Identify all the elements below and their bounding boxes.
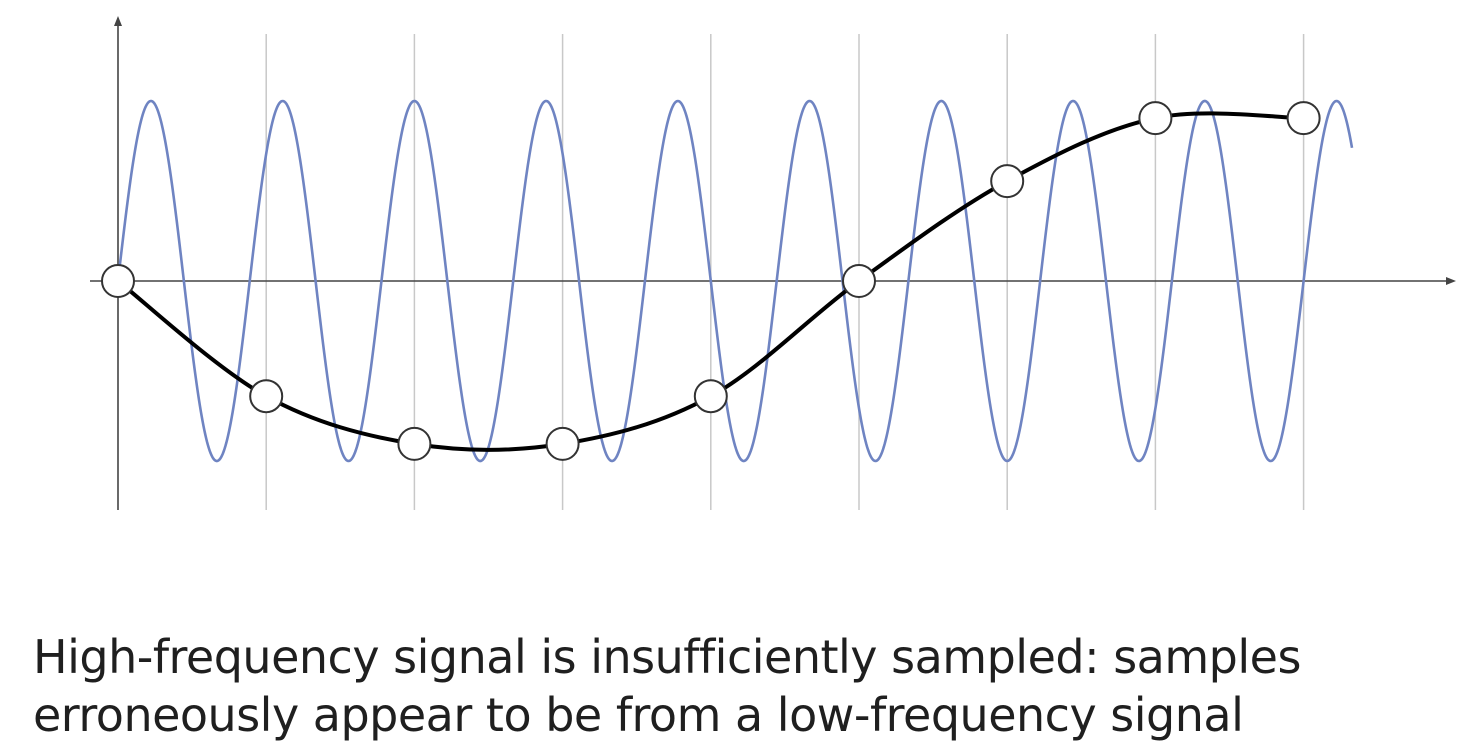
sample-point — [693, 379, 728, 414]
x-axis-arrow — [1446, 277, 1456, 285]
sample-point — [545, 426, 580, 461]
caption: High-frequency signal is insufficiently … — [33, 628, 1443, 744]
sample-point — [1138, 101, 1173, 136]
axes — [90, 16, 1456, 510]
sample-point — [990, 164, 1025, 199]
aliasing-diagram — [90, 16, 1456, 510]
sample-point — [249, 379, 284, 414]
caption-line-2: erroneously appear to be from a low-freq… — [33, 688, 1244, 742]
sample-point — [1286, 101, 1321, 136]
sample-point — [842, 264, 876, 298]
sample-points — [101, 101, 1321, 461]
sample-point — [397, 426, 432, 461]
high-frequency-signal — [116, 99, 1354, 463]
caption-line-1: High-frequency signal is insufficiently … — [33, 630, 1301, 684]
sample-point — [101, 264, 135, 298]
y-axis-arrow — [114, 16, 122, 26]
